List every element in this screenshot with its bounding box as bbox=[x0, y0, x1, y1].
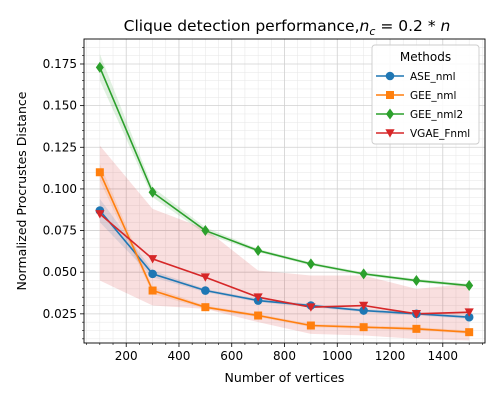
legend: Methods ASE_nml GEE_nml GEE_nml2 VGAE_Fnml bbox=[371, 44, 480, 145]
title-var: n bbox=[441, 17, 451, 35]
point-vgae-fnml bbox=[147, 255, 158, 264]
legend-marker-ase-nml bbox=[385, 71, 395, 81]
y-tick-label: 0.175 bbox=[43, 57, 77, 71]
point-gee-nml2 bbox=[412, 275, 421, 287]
legend-label-ase-nml: ASE_nml bbox=[410, 71, 456, 83]
point-gee-nml bbox=[359, 323, 368, 332]
point-vgae-fnml bbox=[306, 303, 316, 312]
point-gee-nml2 bbox=[306, 258, 315, 270]
x-axis-label: Number of vertices bbox=[225, 370, 345, 385]
point-ase-nml bbox=[201, 286, 210, 295]
y-tick-label: 0.125 bbox=[43, 140, 77, 154]
x-axis-ticks: 200 400 600 800 1000 1200 1400 bbox=[86, 343, 483, 363]
legend-label-gee-nml: GEE_nml bbox=[410, 90, 456, 102]
point-gee-nml2 bbox=[359, 268, 368, 280]
y-tick-label: 0.050 bbox=[43, 265, 77, 279]
title-rhs: = 0.2 * bbox=[375, 17, 440, 35]
point-gee-nml bbox=[412, 324, 421, 333]
chart-title: Clique detection performance,nc = 0.2 * … bbox=[124, 17, 451, 38]
line-gee-nml bbox=[99, 171, 470, 333]
point-gee-nml bbox=[465, 328, 474, 337]
legend-title: Methods bbox=[400, 50, 451, 64]
x-tick-label: 1400 bbox=[428, 349, 459, 363]
point-vgae-fnml bbox=[359, 301, 369, 311]
x-tick-label: 1000 bbox=[322, 349, 353, 363]
legend-box bbox=[371, 44, 480, 145]
point-ase-nml bbox=[464, 312, 474, 322]
point-gee-nml bbox=[306, 321, 315, 330]
line-gee-nml2 bbox=[99, 67, 470, 287]
line-vgae-fnml bbox=[99, 213, 470, 315]
point-vgae-fnml bbox=[464, 308, 474, 317]
series-lines bbox=[99, 67, 470, 333]
y-axis-label: Normalized Procrustes Distance bbox=[14, 91, 29, 290]
point-vgae-fnml bbox=[95, 210, 105, 219]
point-gee-nml bbox=[254, 311, 263, 320]
svg-text:Clique detection performance,n: Clique detection performance,nc = 0.2 * … bbox=[124, 17, 451, 38]
point-gee-nml bbox=[148, 286, 157, 295]
y-tick-label: 0.100 bbox=[43, 182, 77, 196]
confidence-bands bbox=[99, 53, 470, 341]
y-axis-ticks: 0.025 0.050 0.075 0.100 0.125 0.150 0.175 bbox=[43, 47, 84, 340]
point-gee-nml2 bbox=[95, 61, 104, 73]
point-gee-nml bbox=[201, 303, 210, 312]
band-vgae-fnml bbox=[99, 145, 470, 341]
point-vgae-fnml bbox=[200, 273, 210, 282]
title-sub: c bbox=[369, 25, 375, 38]
point-gee-nml2 bbox=[201, 225, 210, 237]
x-tick-label: 600 bbox=[220, 349, 243, 363]
legend-marker-gee-nml2 bbox=[386, 108, 394, 120]
point-vgae-fnml bbox=[253, 293, 263, 302]
y-tick-label: 0.025 bbox=[43, 307, 77, 321]
chart-title-text: Clique detection performance, bbox=[124, 17, 360, 35]
legend-marker-gee-nml bbox=[386, 91, 394, 99]
legend-marker-vgae-fnml bbox=[385, 129, 395, 138]
title-n: n bbox=[360, 17, 370, 35]
point-ase-nml bbox=[359, 306, 368, 315]
x-tick-label: 200 bbox=[115, 349, 138, 363]
x-tick-label: 800 bbox=[273, 349, 296, 363]
series-markers bbox=[95, 61, 474, 337]
point-gee-nml2 bbox=[148, 186, 157, 198]
x-tick-label: 400 bbox=[168, 349, 191, 363]
point-gee-nml2 bbox=[254, 245, 263, 257]
legend-label-gee-nml2: GEE_nml2 bbox=[410, 109, 463, 121]
point-vgae-fnml bbox=[411, 310, 422, 319]
y-tick-label: 0.075 bbox=[43, 224, 77, 238]
line-ase-nml bbox=[99, 210, 470, 318]
legend-label-vgae-fnml: VGAE_Fnml bbox=[410, 128, 470, 140]
point-gee-nml bbox=[95, 168, 104, 177]
x-tick-label: 1200 bbox=[375, 349, 406, 363]
point-gee-nml2 bbox=[465, 280, 474, 292]
y-tick-label: 0.150 bbox=[43, 99, 77, 113]
point-ase-nml bbox=[148, 269, 157, 279]
